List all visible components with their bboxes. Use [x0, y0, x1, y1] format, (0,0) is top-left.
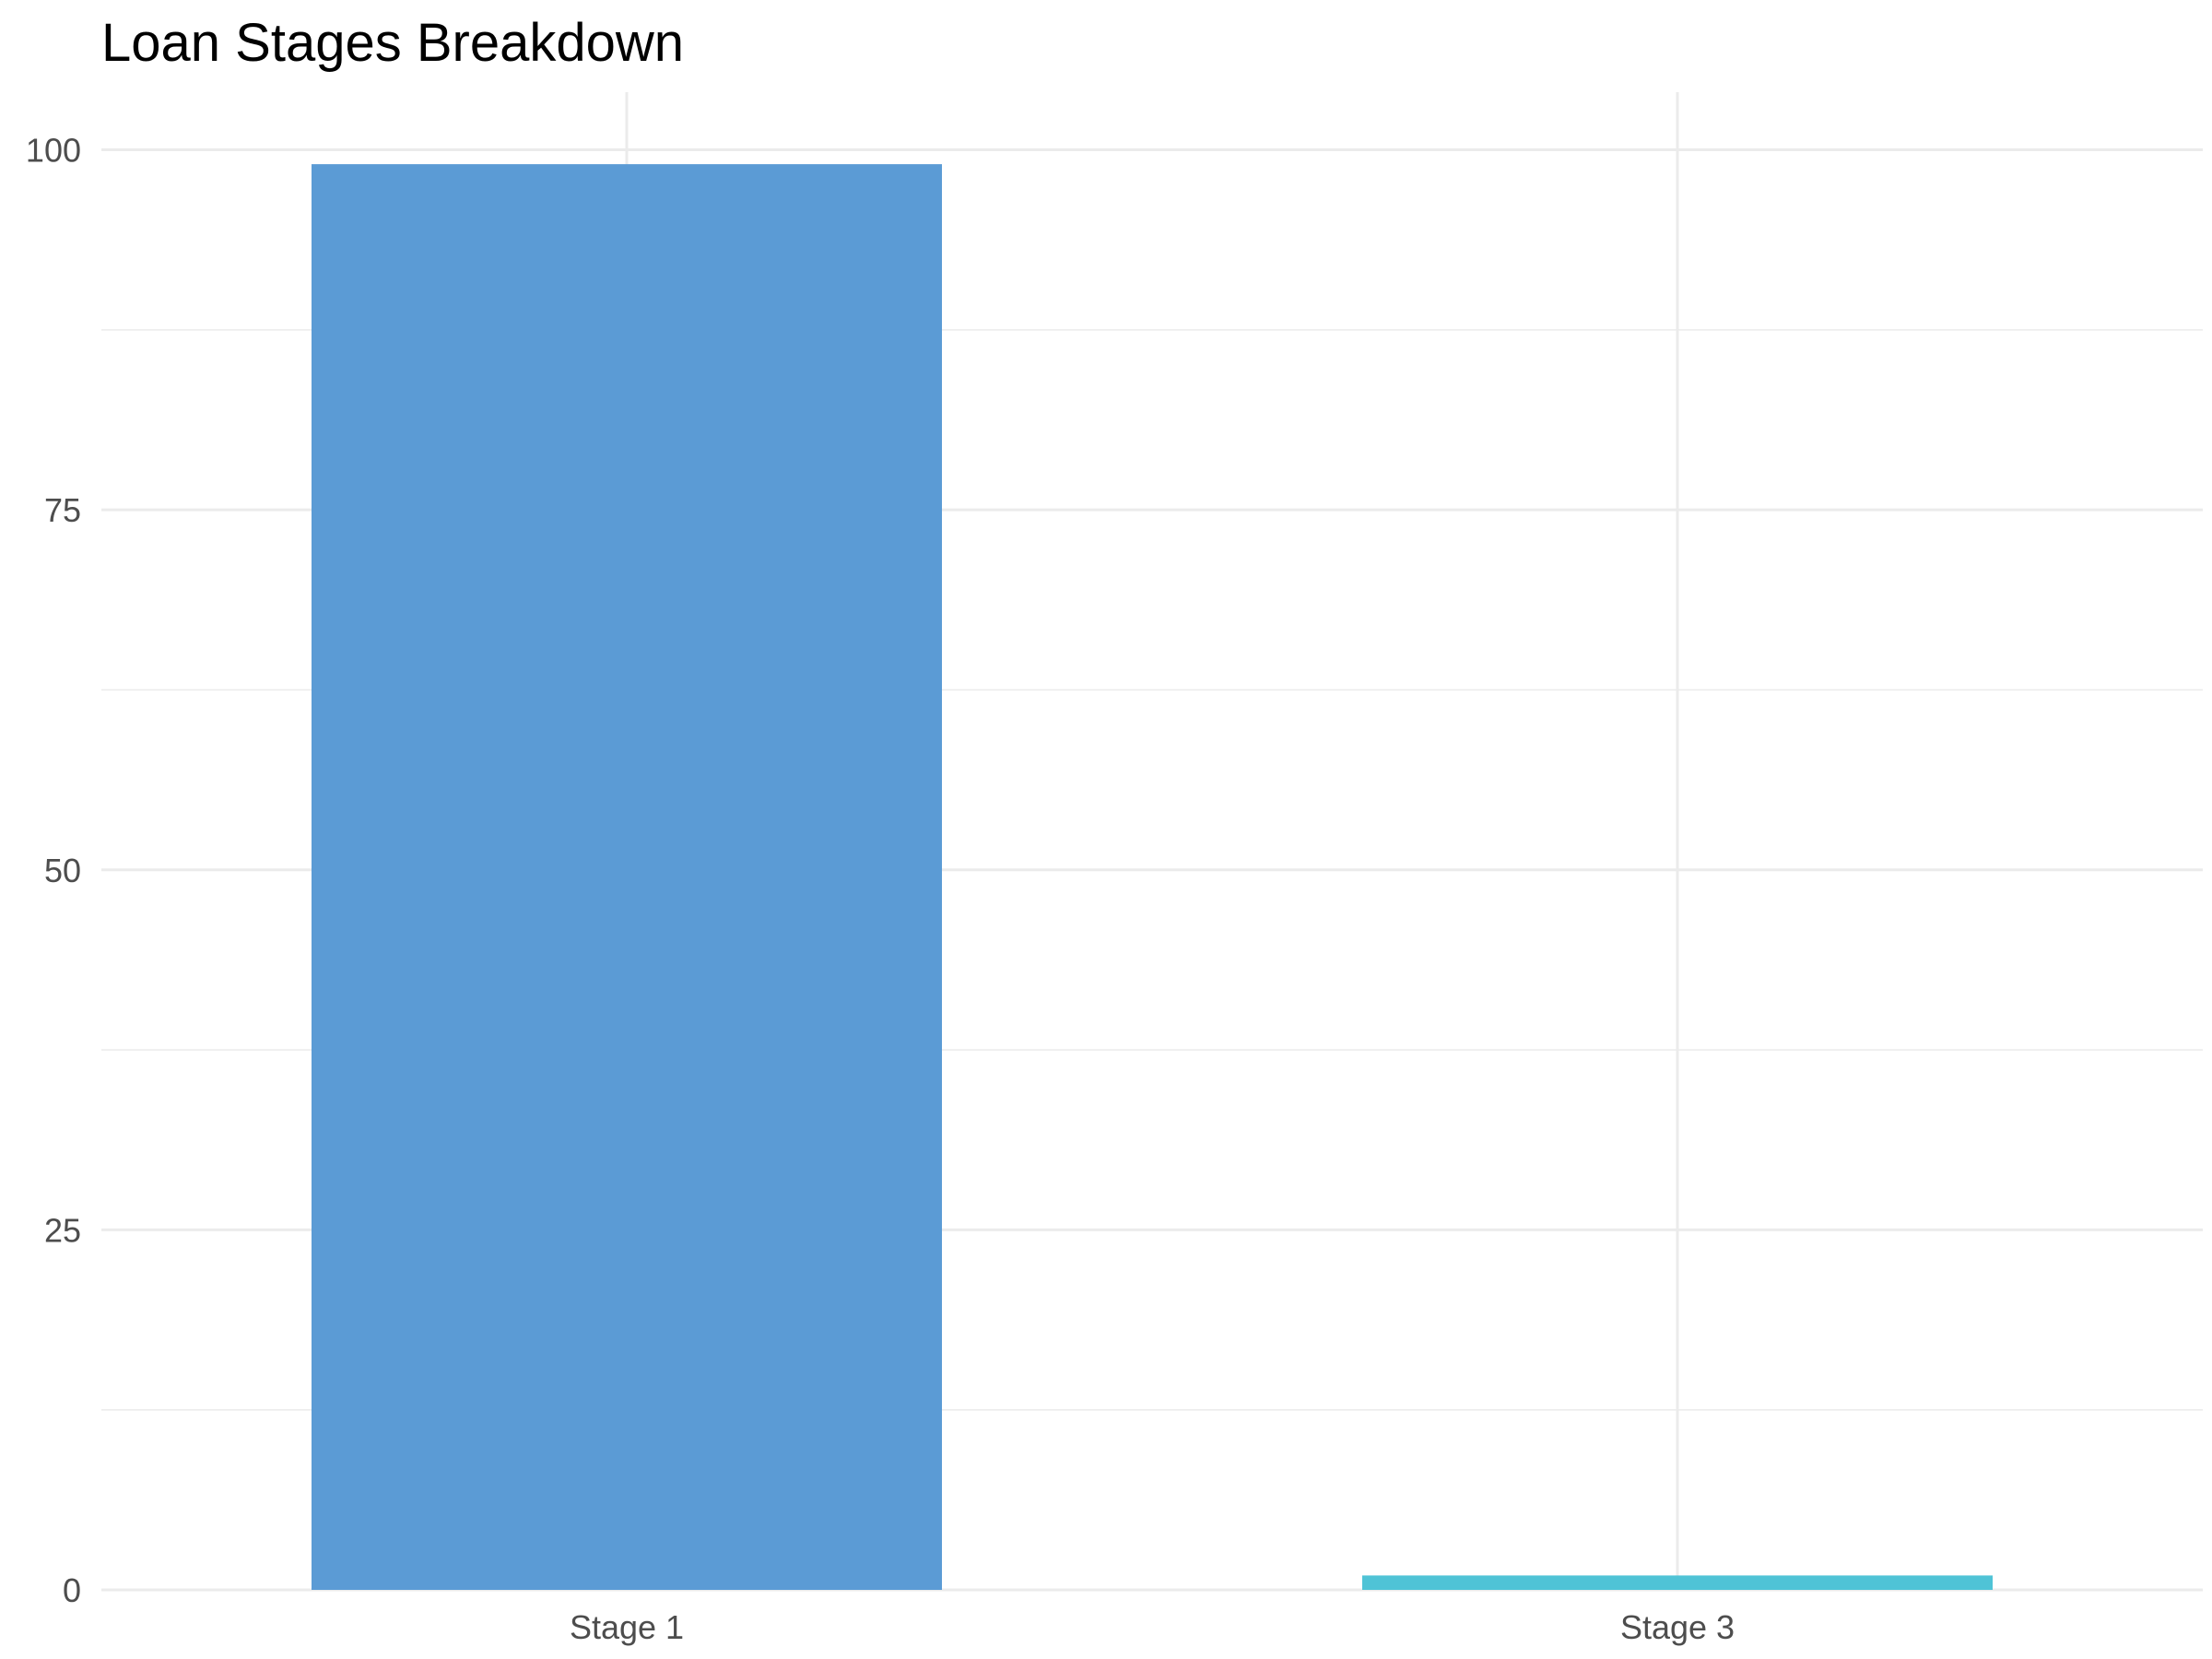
y-tick-label: 100: [26, 132, 81, 170]
x-axis-tick-labels: Stage 1 Stage 3: [570, 1608, 1735, 1646]
chart-title: Loan Stages Breakdown: [101, 13, 684, 73]
bars: [312, 164, 1993, 1590]
x-tick-label: Stage 3: [1620, 1608, 1735, 1646]
y-tick-label: 50: [44, 852, 81, 889]
y-tick-label: 75: [44, 491, 81, 529]
bar-stage-1: [312, 164, 942, 1590]
x-tick-label: Stage 1: [570, 1608, 684, 1646]
bar-stage-3: [1362, 1575, 1993, 1590]
y-tick-label: 0: [63, 1571, 81, 1609]
y-tick-label: 25: [44, 1211, 81, 1249]
y-axis-tick-labels: 0 25 50 75 100: [26, 132, 81, 1610]
